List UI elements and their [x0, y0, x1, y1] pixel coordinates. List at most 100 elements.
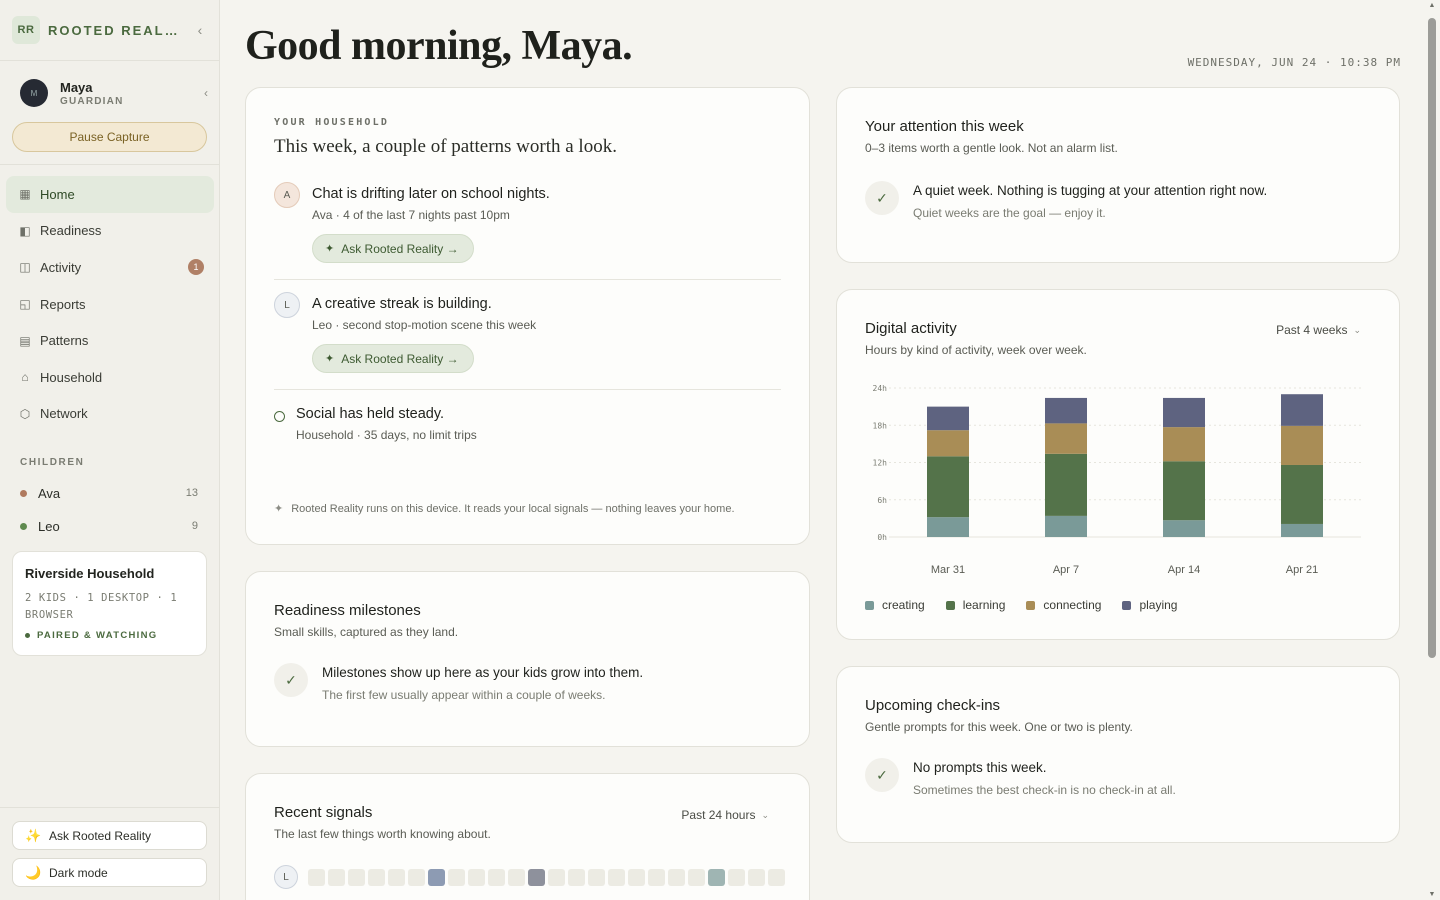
attention-detail: Quiet weeks are the goal — enjoy it.	[913, 206, 1106, 220]
scroll-up-icon[interactable]: ▲	[1428, 2, 1436, 9]
timeline-cell[interactable]	[368, 868, 385, 886]
bar-playing	[927, 406, 969, 431]
timeline-cell[interactable]	[528, 868, 545, 886]
moon-icon: 🌙	[25, 864, 42, 880]
digital-activity-card: Digital activity Hours by kind of activi…	[836, 289, 1400, 640]
activity-icon: ◫	[19, 260, 31, 275]
legend-item-learning: learning	[945, 598, 1006, 612]
chevron-down-icon: ⌄	[761, 809, 769, 820]
legend-swatch	[1026, 600, 1036, 610]
timeline-cell[interactable]	[688, 868, 705, 886]
activity-range-select[interactable]: Past 4 weeks ⌄	[1276, 323, 1361, 337]
pattern-item: L A creative streak is building. Leo · sec…	[274, 292, 781, 389]
timeline-cell[interactable]	[708, 868, 725, 886]
timeline-cell[interactable]	[348, 868, 365, 886]
user-profile[interactable]: M Maya GUARDIAN ‹	[20, 78, 208, 108]
brand-name: ROOTED REALITY	[48, 22, 180, 38]
timeline-cell[interactable]	[648, 868, 665, 886]
sparkle-icon: ✦	[274, 503, 284, 515]
milestones-card: Readiness milestones Small skills, captu…	[245, 571, 810, 747]
status-dot	[25, 633, 30, 638]
sidebar-item-household[interactable]: ⌂ Household	[6, 359, 214, 396]
timeline-cell[interactable]	[468, 868, 485, 886]
dark-mode-button[interactable]: 🌙 Dark mode	[12, 858, 207, 887]
timeline-cell[interactable]	[748, 868, 765, 886]
child-item-ava[interactable]: Ava 13	[20, 483, 198, 503]
sidebar-item-label: Household	[40, 369, 103, 385]
milestones-message: Milestones show up here as your kids gro…	[322, 665, 644, 680]
y-tick-label: 12h	[873, 459, 888, 468]
signals-title: Recent signals	[274, 804, 373, 821]
pattern-meta: Ava · 4 of the last 7 nights past 10pm	[312, 208, 510, 222]
avatar: M	[20, 79, 48, 107]
sidebar-item-home[interactable]: ▦ Home	[6, 176, 214, 213]
signals-range-select[interactable]: Past 24 hours ⌄	[681, 808, 769, 822]
sidebar-item-label: Network	[40, 406, 88, 422]
ask-rooted-reality-button[interactable]: ✦ Ask Rooted Reality →	[312, 234, 474, 263]
checkins-empty-state: ✓ No prompts this week. Sometimes the be…	[865, 758, 1371, 797]
divider	[0, 60, 219, 61]
timeline-cell[interactable]	[328, 868, 345, 886]
milestones-title: Readiness milestones	[274, 602, 421, 619]
pattern-meta: Leo · second stop-motion scene this week	[312, 318, 537, 332]
timeline-cell[interactable]	[428, 868, 445, 886]
timeline-cell[interactable]	[608, 868, 625, 886]
bar-creating	[1281, 523, 1323, 537]
legend-swatch	[865, 600, 874, 610]
timeline-cell[interactable]	[548, 868, 565, 886]
timeline-cell[interactable]	[768, 868, 785, 886]
timeline-cell[interactable]	[588, 868, 605, 886]
scrollbar[interactable]: ▲ ▼	[1428, 2, 1436, 898]
timeline-cell[interactable]	[308, 868, 325, 886]
pattern-avatar: L	[274, 292, 300, 318]
sidebar-item-reports[interactable]: ◱ Reports	[6, 286, 214, 323]
timeline-cell[interactable]	[568, 868, 585, 886]
check-icon: ✓	[865, 758, 899, 792]
timeline-cell[interactable]	[628, 868, 645, 886]
chart-legend: creating learning connecting playing	[865, 598, 1198, 612]
household-eyebrow: YOUR HOUSEHOLD	[274, 117, 390, 128]
signals-timeline: L	[274, 865, 788, 889]
sidebar-item-activity[interactable]: ◫ Activity 1	[6, 249, 214, 286]
timeline-cell[interactable]	[488, 868, 505, 886]
divider	[0, 164, 219, 165]
bar-learning	[1281, 464, 1323, 524]
pattern-title: Social has held steady.	[296, 406, 445, 422]
ask-rooted-reality-button[interactable]: ✨ Ask Rooted Reality	[12, 821, 207, 850]
child-item-leo[interactable]: Leo 9	[20, 516, 198, 536]
divider	[274, 279, 781, 280]
bar-playing	[1281, 394, 1323, 426]
legend-label: learning	[962, 598, 1006, 612]
chevron-left-icon[interactable]: ‹	[197, 22, 203, 38]
bar-playing	[1163, 397, 1205, 428]
timeline-cell[interactable]	[408, 868, 425, 886]
bar-learning	[927, 456, 969, 518]
timeline-cell[interactable]	[448, 868, 465, 886]
scroll-down-icon[interactable]: ▼	[1428, 891, 1436, 898]
sidebar-item-patterns[interactable]: ▤ Patterns	[6, 322, 214, 359]
timeline-cell[interactable]	[388, 868, 405, 886]
y-tick-label: 0h	[877, 533, 887, 542]
timeline-cell[interactable]	[728, 868, 745, 886]
scroll-thumb[interactable]	[1428, 18, 1436, 658]
household-card[interactable]: Riverside Household 2 KIDS · 1 DESKTOP ·…	[12, 551, 207, 656]
sidebar-item-readiness[interactable]: ◧ Readiness	[6, 213, 214, 250]
brand-logo: RR	[12, 16, 40, 44]
circle-icon	[274, 411, 285, 422]
pause-capture-button[interactable]: Pause Capture	[12, 122, 207, 152]
signals-subtitle: The last few things worth knowing about.	[274, 827, 491, 841]
legend-swatch	[945, 600, 955, 610]
timeline-cell[interactable]	[668, 868, 685, 886]
checkins-title: Upcoming check-ins	[865, 697, 1001, 714]
child-name: Ava	[38, 485, 61, 501]
chevron-left-icon[interactable]: ‹	[204, 86, 208, 100]
x-tick-label: Mar 31	[931, 564, 965, 576]
date-time: WEDNESDAY, JUN 24 · 10:38 PM	[1187, 56, 1401, 69]
activity-subtitle: Hours by kind of activity, week over wee…	[865, 343, 1087, 357]
ask-rooted-reality-button[interactable]: ✦ Ask Rooted Reality →	[312, 344, 474, 373]
timeline-cell[interactable]	[508, 868, 525, 886]
divider	[274, 389, 781, 390]
household-meta: 2 KIDS · 1 DESKTOP · 1 BROWSER	[25, 592, 178, 621]
sidebar-item-network[interactable]: ⬡ Network	[6, 396, 214, 433]
checkins-card: Upcoming check-ins Gentle prompts for th…	[836, 666, 1400, 843]
